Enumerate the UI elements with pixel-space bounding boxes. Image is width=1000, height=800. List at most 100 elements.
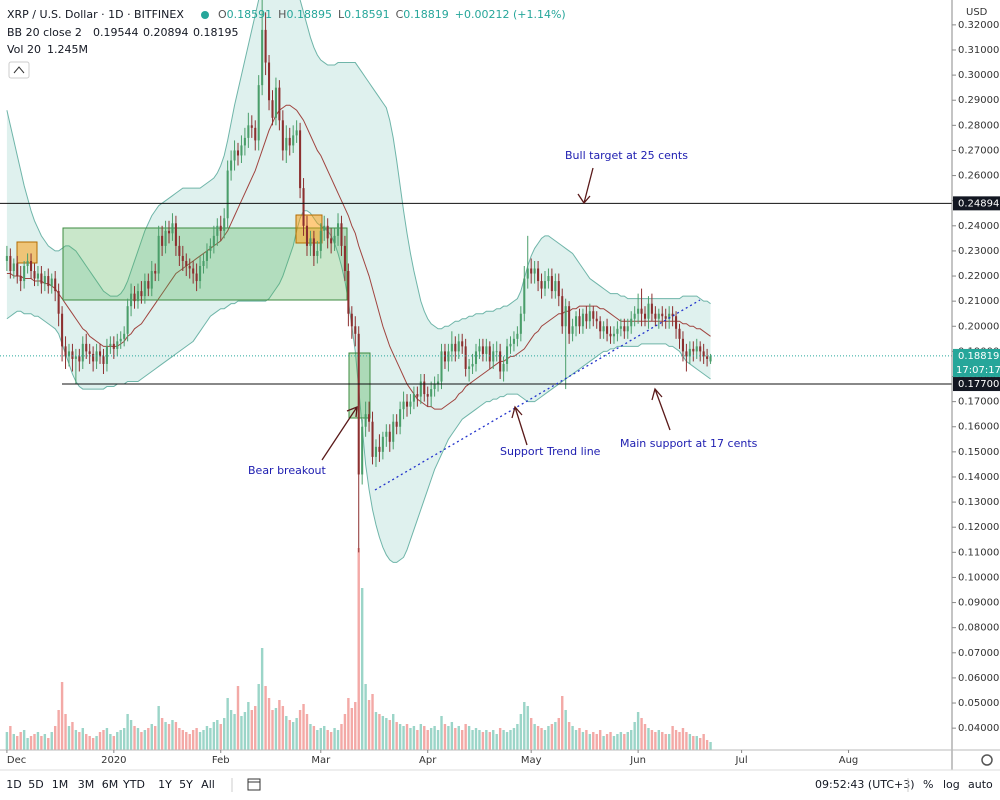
y-tick-label: 0.30000 (958, 70, 999, 81)
volume-bar (188, 734, 191, 750)
candle-body (654, 313, 657, 319)
volume-bar (602, 736, 605, 750)
last-price-label: 0.18819 (958, 351, 999, 362)
volume-bar (398, 724, 402, 750)
indicator-label: Vol 20 (7, 43, 41, 56)
y-tick-label: 0.23000 (958, 246, 999, 257)
candle-body (547, 276, 550, 282)
candle-body (16, 263, 19, 277)
volume-bar (154, 726, 157, 750)
volume-bar (140, 732, 143, 750)
ohlc-key: O (218, 8, 227, 21)
candle-body (378, 446, 381, 452)
indicator-value: 0.19544 (93, 26, 139, 39)
option[interactable]: auto (968, 778, 993, 791)
status-dot (201, 11, 209, 19)
volume-bar (212, 722, 216, 750)
time-axis: Dec 2020 Feb Mar Apr May Jun Jul Aug (0, 749, 1000, 766)
option[interactable]: % (923, 778, 933, 791)
indicator-label: BB 20 close 2 (7, 26, 82, 39)
volume-bar (419, 724, 423, 750)
y-tick-label: 0.04000 (958, 723, 999, 734)
candle-body (388, 431, 391, 442)
range-button[interactable]: 1M (52, 778, 69, 791)
volume-bar (298, 710, 302, 750)
ohlc-key: C (396, 8, 404, 21)
candle-body (219, 225, 222, 231)
volume-bar (429, 728, 433, 750)
volume-bar (171, 720, 174, 750)
candle-body (247, 125, 250, 138)
volume-bar (350, 708, 354, 750)
volume-bar (447, 726, 450, 750)
candle-body (109, 343, 112, 347)
candle-body (709, 356, 712, 362)
volume-bar (485, 730, 488, 750)
y-tick-label: 0.11000 (958, 547, 999, 558)
settings-icon[interactable] (981, 754, 993, 766)
volume-bar (147, 728, 150, 750)
range-button[interactable]: 5D (28, 778, 43, 791)
candle-body (568, 306, 571, 334)
price-axis: USD 0.04000 0.05000 0.06000 0.07000 0.08000 0… (951, 0, 1000, 770)
volume-bar (605, 734, 609, 750)
volume-bar (533, 724, 536, 750)
band-fill (6, 0, 711, 563)
range-button[interactable]: 5Y (179, 778, 193, 791)
volume-bar (643, 724, 647, 750)
candle-body (47, 276, 50, 287)
candle-body (102, 356, 105, 364)
ohlc-value: 0.18591 (227, 8, 273, 21)
volume-bar (692, 736, 695, 750)
x-tick-label: Feb (212, 755, 230, 766)
candle-body (340, 223, 343, 246)
option[interactable]: log (943, 778, 960, 791)
candle-body (595, 318, 598, 322)
volume-bar (661, 732, 664, 750)
volume-bar (319, 728, 322, 750)
annotation: Support Trend line (500, 445, 601, 458)
candle-body (699, 346, 702, 352)
indicator-value: 1.245M (47, 43, 88, 56)
candle-body (347, 271, 350, 314)
candle-body (675, 316, 678, 329)
volume-bar (326, 730, 329, 750)
volume-bar (478, 730, 481, 750)
calendar-icon[interactable] (247, 778, 261, 791)
range-button[interactable]: All (201, 778, 215, 791)
volume-bar (567, 722, 571, 750)
candle-body (668, 313, 671, 319)
candle-body (54, 278, 57, 292)
candle-body (250, 125, 253, 128)
volume-bar (316, 730, 319, 750)
candle-body (447, 351, 450, 362)
range-button[interactable]: 1Y (158, 778, 172, 791)
arrow (577, 167, 594, 205)
collapse-button[interactable] (8, 61, 30, 79)
ohlc-key: H (278, 8, 286, 21)
range-button[interactable]: 6M (102, 778, 119, 791)
volume-bar (195, 728, 198, 750)
volume-bar (91, 738, 95, 750)
range-button[interactable]: 3M (78, 778, 95, 791)
candle-body (126, 306, 129, 334)
range-button[interactable]: 1D (6, 778, 21, 791)
candle-body (678, 328, 681, 339)
ohlc: O0.18591 H0.18895 L0.18591 C0.18819 +0.00212… (218, 8, 566, 21)
annotation: Main support at 17 cents (620, 437, 758, 450)
volume-bar (709, 742, 712, 750)
level-tag (953, 377, 1000, 392)
range-button[interactable]: YTD (122, 778, 145, 791)
candle-body (61, 313, 64, 347)
volume-bar (122, 728, 126, 750)
candle-body (236, 150, 240, 156)
volume-bar (247, 702, 250, 750)
volume-bar (671, 726, 674, 750)
candle-body (512, 338, 515, 344)
candle-body (92, 353, 95, 362)
level-tag-label: 0.17700 (958, 379, 999, 390)
volume-bar (329, 732, 333, 750)
y-tick-label: 0.31000 (958, 45, 999, 56)
volume-bar (347, 698, 350, 750)
volume-bar (116, 732, 119, 750)
